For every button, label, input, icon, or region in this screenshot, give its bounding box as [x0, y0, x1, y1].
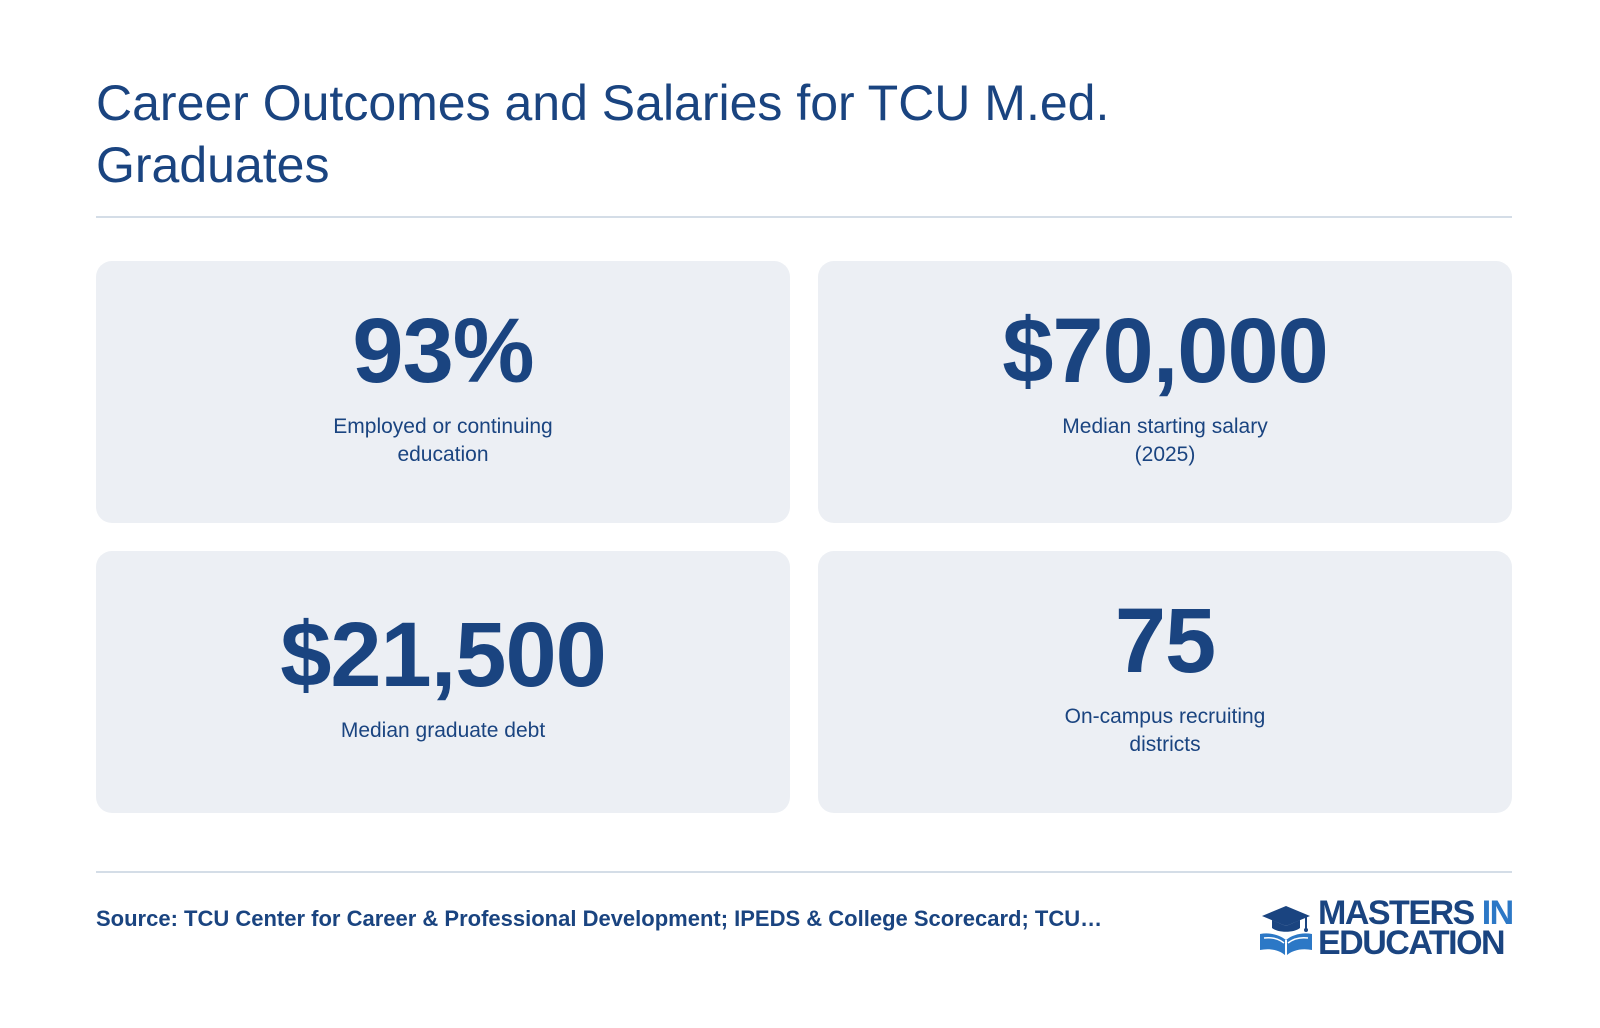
page-title: Career Outcomes and Salaries for TCU M.e… [96, 75, 1110, 193]
stat-value: $21,500 [280, 604, 607, 706]
source-note: Source: TCU Center for Career & Professi… [96, 906, 1103, 931]
logo-word-masters: MASTERS [1318, 894, 1475, 932]
logo-wordmark: MASTERS IN EDUCATION [1318, 896, 1514, 962]
stat-value: 75 [1114, 590, 1216, 692]
stat-value: $70,000 [1002, 300, 1329, 402]
stat-label: Median graduate debt [340, 719, 546, 742]
stat-label: Median starting salary (2025) [1062, 415, 1268, 466]
logo-word-in: IN [1481, 894, 1515, 932]
stat-card-employment: 93% Employed or continuing education [96, 261, 790, 523]
logo-word-education: EDUCATION [1318, 924, 1506, 962]
graduation-cap-book-icon [1260, 906, 1312, 956]
stat-label: On-campus recruiting districts [1064, 705, 1266, 756]
top-divider [96, 216, 1512, 218]
stat-card-recruiting: 75 On-campus recruiting districts [818, 551, 1512, 813]
bottom-divider [96, 871, 1512, 873]
stat-card-salary: $70,000 Median starting salary (2025) [818, 261, 1512, 523]
stat-value: 93% [352, 300, 534, 402]
stat-card-debt: $21,500 Median graduate debt [96, 551, 790, 813]
stat-label: Employed or continuing education [333, 415, 553, 466]
masters-in-education-logo: MASTERS IN EDUCATION [1258, 896, 1514, 962]
